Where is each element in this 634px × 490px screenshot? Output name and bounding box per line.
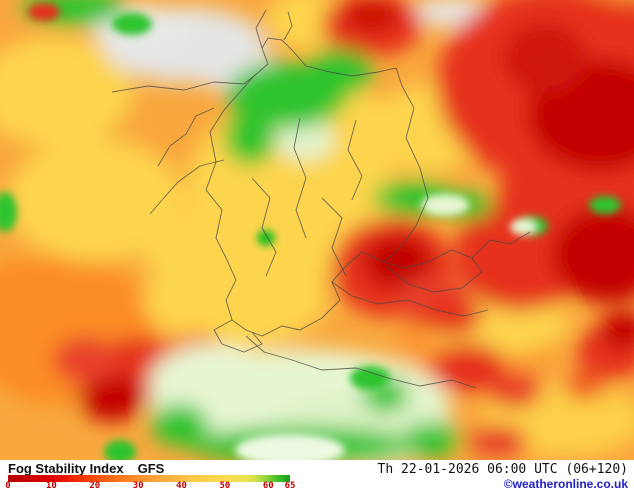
legend-tick-label: 40	[176, 481, 187, 490]
page-title: Fog Stability Index GFS	[8, 461, 164, 476]
footer-bar: Fog Stability Index GFS 0 10 20 30 40 50 60 65 T…	[0, 460, 634, 490]
legend-tick-label: 30	[132, 481, 144, 490]
copyright-watermark: ©weatheronline.co.uk	[503, 477, 628, 490]
legend-tick-label: 50	[219, 481, 231, 490]
legend-tick-label: 0	[5, 481, 11, 490]
legend-ticks: 0 10 20 30 40 50 60 65	[5, 481, 295, 490]
map-title-label: Fog Stability Index	[8, 461, 124, 476]
legend-tick-label: 20	[89, 481, 101, 490]
model-label: GFS	[137, 461, 165, 476]
legend-gradient-bar	[8, 475, 290, 482]
legend-tick-label: 60	[262, 481, 274, 490]
legend-tick-label: 10	[45, 481, 57, 490]
legend-tick-label: 65	[284, 481, 296, 490]
weather-map	[0, 0, 634, 460]
valid-datetime: Th 22-01-2026 06:00 UTC (06+120)	[377, 462, 628, 477]
fog-stability-map-svg	[0, 0, 634, 460]
